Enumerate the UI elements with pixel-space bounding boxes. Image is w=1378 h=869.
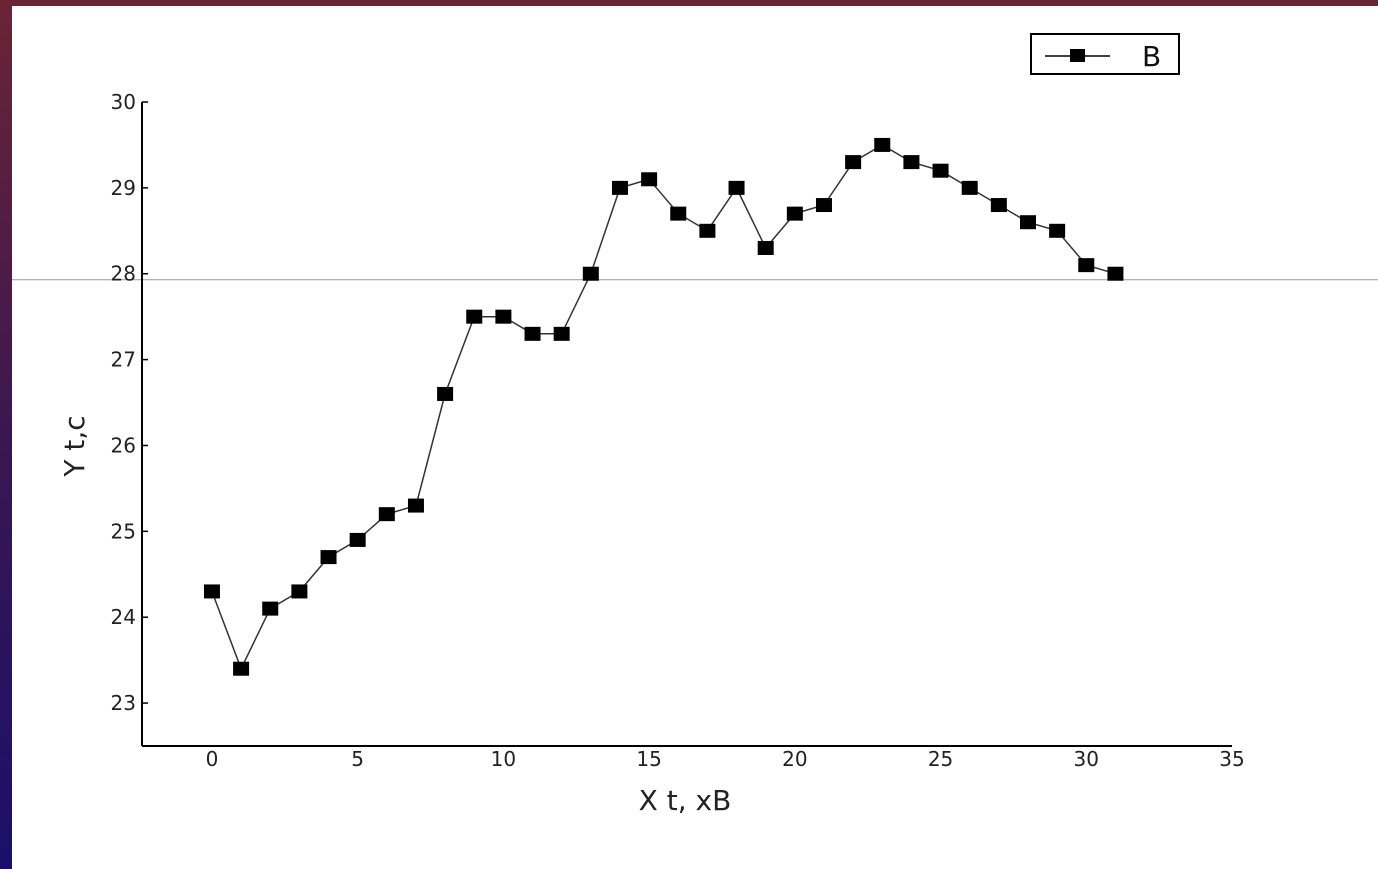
legend-label: B [1142, 40, 1161, 73]
data-point [553, 326, 570, 341]
y-tick-label: 28 [111, 262, 136, 286]
y-tick-label: 30 [111, 90, 136, 114]
x-tick-label: 25 [928, 747, 953, 771]
data-point [728, 180, 745, 195]
x-tick-label: 15 [636, 747, 661, 771]
data-point [699, 223, 716, 238]
y-tick-label: 27 [111, 348, 136, 372]
data-point [349, 532, 366, 547]
data-point [378, 507, 395, 522]
data-point [495, 309, 512, 324]
data-point [233, 661, 250, 676]
series-line [211, 144, 1116, 671]
data-point [874, 137, 891, 152]
data-point [1019, 215, 1036, 230]
data-point [437, 386, 454, 401]
data-point [524, 326, 541, 341]
x-tick-label: 5 [351, 747, 364, 771]
data-point [845, 155, 862, 170]
x-tick-label: 0 [206, 747, 219, 771]
data-point [1049, 223, 1066, 238]
x-axis-title: X t, xB [639, 784, 732, 817]
data-point [961, 180, 978, 195]
legend-box [1030, 33, 1180, 75]
y-axis-title: Y t,c [58, 415, 91, 477]
y-tick-label: 29 [111, 176, 136, 200]
data-point [582, 266, 599, 281]
data-point [903, 155, 920, 170]
x-tick-label: 10 [491, 747, 516, 771]
x-tick-label: 20 [782, 747, 807, 771]
x-tick-label: 35 [1219, 747, 1244, 771]
data-point [757, 240, 774, 255]
data-point [291, 584, 308, 599]
data-point [932, 163, 949, 178]
data-point [641, 172, 658, 187]
y-tick-label: 24 [111, 605, 136, 629]
data-point [815, 198, 832, 213]
data-point [1078, 258, 1095, 273]
data-point [262, 601, 279, 616]
data-point [203, 584, 220, 599]
data-point [1107, 266, 1124, 281]
chart-canvas: 23 24 25 26 27 28 29 30 0 5 10 15 20 25 30 35 B X t, xB… [12, 6, 1378, 869]
legend-marker [1070, 49, 1085, 62]
y-tick-label: 26 [111, 433, 136, 457]
x-tick-label: 30 [1074, 747, 1099, 771]
y-tick-label: 25 [111, 519, 136, 543]
data-point [407, 498, 424, 513]
data-point [466, 309, 483, 324]
data-point [670, 206, 687, 221]
y-tick-label: 23 [111, 691, 136, 715]
data-point [786, 206, 803, 221]
data-point [320, 550, 337, 565]
line-chart: 23 24 25 26 27 28 29 30 0 5 10 15 20 25 30 35 B X t, xB… [12, 33, 1378, 817]
data-point [611, 180, 628, 195]
data-point [990, 198, 1007, 213]
